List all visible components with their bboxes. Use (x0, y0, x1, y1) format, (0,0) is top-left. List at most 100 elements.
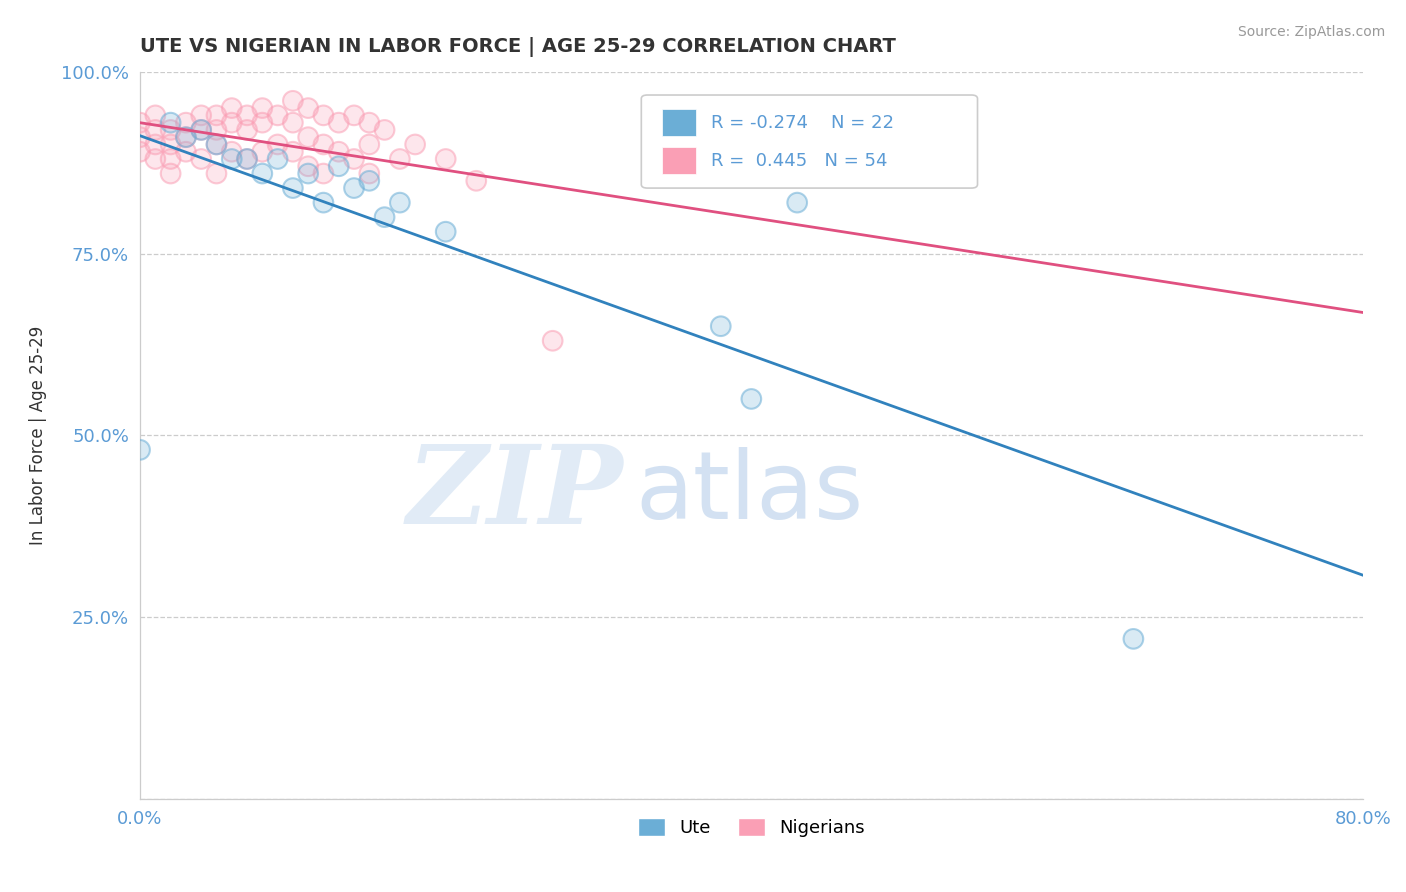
Point (343, 108, 366, 122)
Point (343, 152, 366, 166)
Point (205, 137, 228, 152)
Point (312, 167, 335, 181)
Bar (662, 110, 696, 136)
Point (266, 152, 288, 166)
Point (297, 159, 319, 173)
Point (221, 115, 243, 129)
Point (159, 167, 181, 181)
Point (159, 167, 181, 181)
Point (205, 167, 228, 181)
Point (281, 94, 304, 108)
Point (312, 195, 335, 210)
Point (252, 167, 274, 181)
Point (343, 181, 366, 195)
Y-axis label: In Labor Force | Age 25-29: In Labor Force | Age 25-29 (30, 326, 46, 545)
Point (236, 152, 259, 166)
Point (190, 123, 212, 137)
Point (252, 145, 274, 159)
Point (434, 152, 457, 166)
Point (236, 152, 259, 166)
Point (252, 115, 274, 129)
Point (359, 174, 381, 188)
Point (236, 152, 259, 166)
Point (159, 137, 181, 152)
Point (359, 137, 381, 152)
Point (281, 145, 304, 159)
Text: Source: ZipAtlas.com: Source: ZipAtlas.com (1237, 25, 1385, 39)
Point (297, 167, 319, 181)
Point (465, 174, 488, 188)
Point (434, 225, 457, 239)
Point (205, 167, 228, 181)
FancyBboxPatch shape (641, 95, 977, 188)
Point (174, 130, 197, 145)
Bar (662, 147, 696, 174)
Point (236, 123, 259, 137)
Point (312, 195, 335, 210)
Point (740, 392, 762, 406)
Point (281, 145, 304, 159)
Point (129, 115, 152, 129)
Point (388, 195, 411, 210)
Point (205, 137, 228, 152)
Point (129, 442, 152, 457)
Point (190, 123, 212, 137)
Point (129, 130, 152, 145)
Point (359, 137, 381, 152)
Point (343, 152, 366, 166)
Point (190, 152, 212, 166)
Point (281, 181, 304, 195)
Point (205, 123, 228, 137)
Point (281, 115, 304, 129)
Point (174, 130, 197, 145)
Point (1122, 632, 1144, 646)
Point (328, 145, 350, 159)
Point (143, 137, 166, 152)
Point (236, 152, 259, 166)
Point (359, 167, 381, 181)
Point (129, 145, 152, 159)
Point (236, 108, 259, 122)
Point (374, 123, 396, 137)
Point (252, 101, 274, 115)
Point (328, 159, 350, 173)
Point (143, 108, 166, 122)
Point (312, 108, 335, 122)
Point (190, 108, 212, 122)
Point (312, 108, 335, 122)
Point (434, 225, 457, 239)
Point (312, 137, 335, 152)
Text: R = -0.274    N = 22: R = -0.274 N = 22 (711, 114, 894, 132)
Point (190, 123, 212, 137)
Point (710, 319, 733, 334)
Text: atlas: atlas (636, 448, 863, 540)
Point (359, 167, 381, 181)
Point (190, 152, 212, 166)
Point (281, 94, 304, 108)
Point (205, 137, 228, 152)
Point (221, 152, 243, 166)
Point (221, 152, 243, 166)
Point (221, 101, 243, 115)
Point (388, 152, 411, 166)
Point (374, 210, 396, 224)
Point (786, 195, 808, 210)
Point (159, 115, 181, 129)
Point (359, 115, 381, 129)
Point (221, 145, 243, 159)
Point (252, 101, 274, 115)
Point (143, 152, 166, 166)
Point (159, 123, 181, 137)
Point (129, 145, 152, 159)
Point (266, 137, 288, 152)
Point (143, 108, 166, 122)
Point (404, 137, 426, 152)
Point (236, 123, 259, 137)
Point (159, 152, 181, 166)
Point (1122, 632, 1144, 646)
Point (129, 130, 152, 145)
Point (297, 101, 319, 115)
Point (252, 115, 274, 129)
Point (281, 115, 304, 129)
Point (221, 101, 243, 115)
